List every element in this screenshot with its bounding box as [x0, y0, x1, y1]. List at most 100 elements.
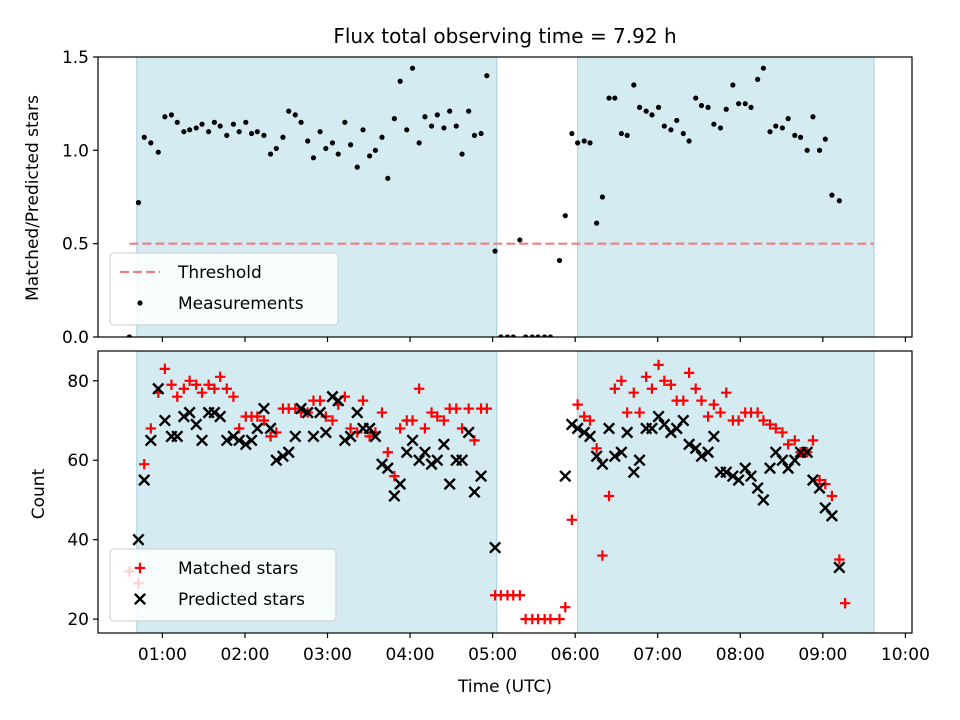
- legend-swatch-1-1: [133, 592, 147, 606]
- point-0-0-55: [471, 132, 478, 138]
- point-1-0-106: [789, 435, 800, 446]
- point-1-1-12: [208, 406, 221, 419]
- point-0-0-47: [422, 114, 428, 120]
- point-0-0-29: [310, 155, 317, 161]
- point-0-0-35: [348, 142, 354, 148]
- point-1-1-98: [813, 481, 826, 495]
- point-0-0-46: [416, 140, 422, 146]
- series-group-0: [126, 65, 842, 337]
- point-1-1-32: [332, 394, 345, 407]
- point-1-0-102: [764, 419, 776, 430]
- point-1-1-60: [578, 426, 591, 439]
- point-1-0-97: [733, 415, 744, 426]
- point-0-0-24: [280, 134, 286, 140]
- point-0-0-76: [606, 95, 612, 101]
- point-1-0-105: [782, 439, 794, 450]
- y-tick-label-1-1: 40: [67, 531, 89, 551]
- point-1-0-38: [364, 431, 375, 442]
- axes-frame-0: [97, 56, 913, 338]
- point-1-0-84: [653, 359, 664, 371]
- point-1-0-113: [834, 554, 845, 565]
- point-1-1-68: [627, 466, 640, 479]
- point-0-0-6: [168, 112, 175, 118]
- point-1-0-3: [145, 423, 157, 434]
- point-0-0-108: [804, 147, 810, 153]
- point-0-0-110: [816, 147, 823, 153]
- x-tick-label-6: 07:00: [633, 645, 682, 665]
- point-0-0-111: [822, 136, 828, 142]
- point-0-0-22: [267, 151, 274, 157]
- point-1-1-96: [801, 446, 814, 459]
- point-1-0-80: [628, 387, 639, 398]
- point-1-0-7: [172, 391, 183, 402]
- point-1-1-48: [431, 454, 444, 467]
- legend-box-1: [109, 548, 337, 622]
- point-0-0-69: [562, 213, 568, 219]
- point-0-0-112: [829, 192, 835, 198]
- point-1-1-79: [695, 450, 708, 463]
- point-0-0-70: [569, 130, 575, 137]
- point-1-1-69: [633, 454, 646, 467]
- point-0-0-104: [779, 125, 785, 131]
- point-0-0-28: [305, 138, 311, 144]
- point-1-1-16: [233, 434, 246, 447]
- point-1-1-44: [406, 434, 419, 447]
- point-1-1-49: [437, 438, 450, 451]
- point-1-0-85: [659, 375, 670, 386]
- point-0-0-36: [354, 164, 360, 170]
- point-1-0-75: [597, 550, 608, 561]
- series-group-1: [124, 359, 851, 625]
- point-1-1-101: [833, 561, 846, 574]
- point-1-0-6: [166, 379, 177, 390]
- chart-title: Flux total observing time = 7.92 h: [333, 24, 676, 48]
- count-panel: Count 20 40 60 80 01:00 02:00 03:00 04:00 05:00 0…: [29, 350, 930, 665]
- point-0-0-52: [453, 123, 459, 129]
- point-0-0-14: [217, 123, 223, 129]
- point-1-1-55: [475, 470, 488, 483]
- point-0-0-19: [248, 130, 255, 137]
- point-0-0-40: [379, 134, 385, 140]
- point-1-1-40: [381, 462, 394, 475]
- point-0-0-18: [243, 119, 249, 125]
- point-0-0-8: [181, 129, 187, 135]
- point-0-0-51: [447, 108, 453, 114]
- point-0-0-26: [292, 112, 298, 118]
- legend-label-1-1: Predicted stars: [178, 590, 305, 610]
- point-0-0-83: [649, 112, 655, 118]
- point-0-0-44: [404, 127, 410, 133]
- point-0-0-30: [317, 129, 323, 135]
- point-1-1-64: [602, 422, 616, 435]
- point-0-0-1: [135, 200, 142, 206]
- point-1-0-21: [258, 415, 270, 426]
- point-1-1-59: [571, 422, 584, 435]
- point-0-0-97: [736, 101, 742, 107]
- point-0-0-92: [705, 104, 711, 110]
- legend-swatch-1-0: [134, 562, 146, 574]
- point-1-0-43: [394, 423, 406, 434]
- point-0-0-95: [723, 106, 729, 112]
- point-1-0-70: [566, 514, 578, 526]
- point-1-0-45: [407, 415, 418, 426]
- point-0-0-12: [206, 129, 212, 135]
- point-1-1-43: [400, 446, 413, 459]
- point-1-1-17: [239, 438, 252, 451]
- point-0-0-106: [792, 132, 798, 138]
- point-0-0-93: [711, 121, 717, 127]
- point-0-0-56: [478, 130, 484, 137]
- point-1-0-100: [752, 407, 763, 418]
- point-0-0-105: [785, 116, 791, 122]
- point-1-1-62: [590, 450, 603, 463]
- point-1-1-7: [177, 410, 190, 423]
- point-1-0-62: [514, 590, 526, 601]
- point-1-1-45: [413, 454, 426, 467]
- point-1-1-61: [583, 430, 597, 443]
- point-1-1-53: [462, 426, 475, 439]
- point-1-1-0: [132, 533, 145, 546]
- y-tick-label-1-0: 20: [67, 610, 89, 630]
- point-0-0-31: [323, 145, 329, 152]
- point-0-0-77: [612, 95, 618, 101]
- point-0-0-99: [748, 104, 754, 110]
- point-1-1-87: [744, 470, 758, 483]
- point-0-0-98: [742, 101, 748, 107]
